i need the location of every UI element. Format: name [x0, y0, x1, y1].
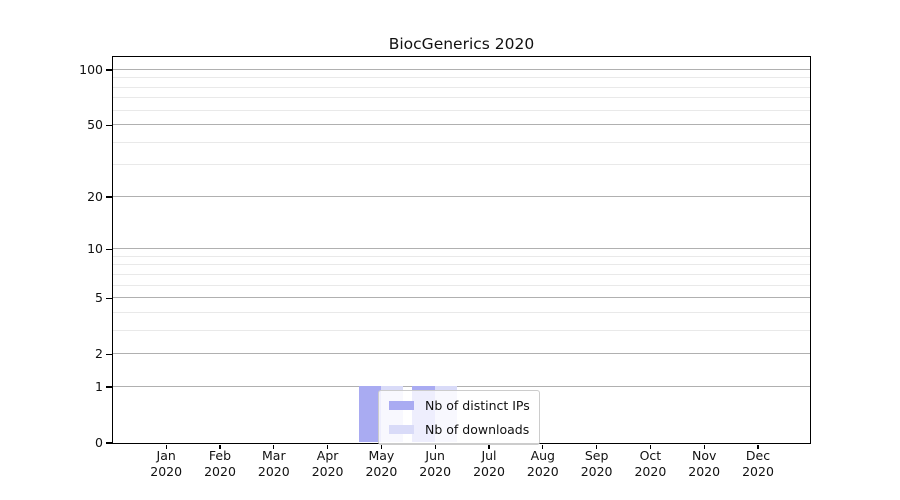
- x-tick-month: Jul: [481, 448, 497, 463]
- x-tick-year: 2020: [204, 463, 236, 479]
- minor-gridline: [112, 311, 810, 313]
- y-tick-label: 20: [87, 188, 103, 204]
- x-tick-label: Jul 2020: [457, 448, 521, 479]
- chart-title: BiocGenerics 2020: [388, 35, 535, 53]
- y-tick-label: 2: [95, 346, 103, 362]
- minor-gridline: [112, 164, 810, 166]
- major-gridline: [112, 248, 810, 250]
- minor-gridline: [112, 329, 810, 331]
- x-tick-month: Apr: [316, 448, 339, 463]
- x-tick-year: 2020: [419, 463, 452, 479]
- x-tick-month: May: [368, 448, 395, 463]
- x-tick-month: Feb: [208, 448, 232, 463]
- x-tick-label: Jan 2020: [134, 448, 198, 479]
- legend-label: Nb of downloads: [425, 422, 530, 438]
- minor-gridline: [112, 273, 810, 275]
- major-gridline: [112, 195, 810, 197]
- legend-entry: Nb of downloads: [389, 418, 530, 443]
- major-gridline: [112, 68, 810, 70]
- legend-label: Nb of distinct IPs: [425, 397, 530, 413]
- x-tick-mark: [165, 444, 167, 449]
- y-tick-mark: [106, 196, 112, 198]
- legend-entry: Nb of distinct IPs: [389, 393, 530, 418]
- y-tick-label: 50: [87, 117, 103, 133]
- x-tick-label: Apr 2020: [296, 448, 360, 479]
- y-tick-mark: [106, 442, 112, 444]
- x-tick-label: Sep 2020: [565, 448, 629, 479]
- y-tick-mark: [106, 297, 112, 299]
- x-tick-label: Mar 2020: [242, 448, 306, 479]
- x-tick-mark: [595, 444, 598, 449]
- bar-nb-of-distinct-ips-may: [358, 386, 381, 443]
- y-tick-label: 10: [87, 241, 103, 257]
- x-tick-year: 2020: [257, 463, 290, 479]
- x-tick-mark: [542, 444, 544, 449]
- major-gridline: [112, 297, 810, 299]
- x-tick-year: 2020: [473, 463, 505, 479]
- x-tick-label: Dec 2020: [726, 448, 790, 479]
- x-tick-label: Jun 2020: [403, 448, 467, 479]
- x-tick-mark: [273, 444, 275, 449]
- y-tick-mark: [106, 124, 112, 126]
- minor-gridline: [112, 109, 810, 111]
- x-tick-mark: [434, 444, 436, 449]
- minor-gridline: [112, 255, 810, 257]
- x-tick-mark: [757, 444, 759, 449]
- x-tick-label: May 2020: [349, 448, 413, 479]
- plot-area: [111, 55, 811, 444]
- x-tick-mark: [649, 444, 652, 449]
- x-tick-year: 2020: [311, 463, 344, 479]
- minor-gridline: [112, 141, 810, 143]
- x-tick-month: Dec: [745, 448, 771, 463]
- x-tick-month: Mar: [262, 448, 286, 463]
- y-tick-mark: [106, 353, 112, 355]
- x-tick-month: Jan: [156, 448, 176, 463]
- y-tick-mark: [106, 69, 112, 71]
- x-tick-month: Aug: [530, 448, 555, 463]
- minor-gridline: [112, 77, 810, 79]
- y-tick-label: 100: [79, 61, 103, 77]
- x-tick-mark: [488, 444, 490, 449]
- minor-gridline: [112, 97, 810, 99]
- x-tick-label: Feb 2020: [188, 448, 252, 479]
- minor-gridline: [112, 86, 810, 88]
- x-tick-month: Sep: [584, 448, 609, 463]
- x-tick-mark: [703, 444, 705, 449]
- y-tick-label: 0: [95, 435, 103, 450]
- y-tick-label: 5: [95, 290, 103, 306]
- x-tick-label: Nov 2020: [672, 448, 736, 479]
- y-tick-label: 1: [95, 378, 103, 394]
- major-gridline: [112, 353, 810, 355]
- x-tick-year: 2020: [365, 463, 398, 479]
- legend: Nb of distinct IPs Nb of downloads: [378, 390, 540, 445]
- major-gridline: [112, 385, 810, 387]
- x-tick-label: Aug 2020: [511, 448, 575, 479]
- legend-swatch: [389, 400, 414, 410]
- x-tick-mark: [380, 444, 383, 449]
- x-tick-mark: [219, 444, 221, 449]
- x-tick-year: 2020: [634, 463, 667, 479]
- x-tick-month: Nov: [691, 448, 717, 463]
- minor-gridline: [112, 264, 810, 266]
- x-tick-year: 2020: [688, 463, 721, 479]
- x-tick-year: 2020: [526, 463, 559, 479]
- x-tick-year: 2020: [742, 463, 774, 479]
- x-tick-label: Oct 2020: [618, 448, 682, 479]
- x-tick-year: 2020: [580, 463, 613, 479]
- legend-swatch: [389, 425, 414, 435]
- minor-gridline: [112, 284, 810, 286]
- x-tick-year: 2020: [150, 463, 183, 479]
- major-gridline: [112, 124, 810, 126]
- y-tick-mark: [106, 248, 112, 250]
- y-tick-mark: [106, 386, 112, 388]
- x-tick-month: Oct: [639, 448, 662, 463]
- x-tick-mark: [326, 444, 329, 449]
- x-tick-month: Jun: [425, 448, 445, 463]
